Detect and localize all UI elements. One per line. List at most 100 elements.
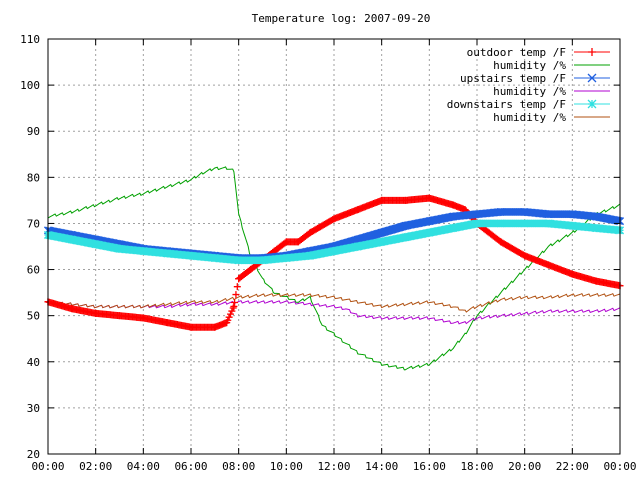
legend-item: outdoor temp /F: [467, 46, 610, 59]
data-point: [191, 304, 192, 305]
data-point: [596, 311, 597, 312]
x-tick-label: 00:00: [603, 460, 636, 473]
data-point: [238, 301, 239, 302]
data-point: [465, 334, 466, 335]
data-point: [210, 254, 219, 262]
data-point: [334, 306, 335, 307]
data-point: [306, 251, 315, 260]
data-point: [294, 238, 302, 246]
data-point: [143, 306, 144, 307]
data-point: [449, 201, 457, 209]
data-point: [449, 224, 458, 233]
legend-label: upstairs temp /F: [460, 72, 566, 85]
y-tick-label: 110: [20, 33, 40, 46]
data-point: [545, 261, 552, 269]
data-point: [298, 301, 299, 302]
data-point: [214, 301, 215, 302]
data-point: [286, 294, 287, 295]
data-point: [163, 249, 172, 258]
data-point: [345, 308, 346, 309]
series-layer: [44, 166, 624, 371]
data-point: [592, 212, 601, 221]
y-tick-label: 20: [27, 448, 40, 461]
data-point: [282, 254, 291, 262]
data-point: [425, 194, 433, 202]
y-tick-label: 50: [27, 310, 40, 323]
data-point: [322, 324, 323, 325]
data-point: [429, 317, 430, 318]
data-point: [405, 304, 406, 305]
data-point: [115, 244, 124, 253]
data-point: [572, 311, 573, 312]
data-point: [214, 304, 215, 305]
legend-label: downstairs temp /F: [447, 98, 566, 111]
data-point: [357, 315, 358, 316]
data-point: [596, 294, 597, 295]
y-tick-label: 40: [27, 356, 40, 369]
data-point: [143, 193, 144, 194]
x-tick-label: 20:00: [508, 460, 541, 473]
data-point: [233, 170, 234, 171]
y-tick-label: 100: [20, 79, 40, 92]
legend-item: downstairs temp /F: [447, 98, 610, 111]
y-tick-label: 30: [27, 402, 40, 415]
data-point: [167, 306, 168, 307]
data-point: [211, 323, 219, 331]
data-point: [119, 198, 120, 199]
data-point: [377, 228, 386, 237]
data-point: [167, 186, 168, 187]
data-point: [353, 235, 362, 244]
data-point: [258, 256, 267, 265]
data-point: [116, 312, 123, 320]
data-point: [357, 352, 358, 353]
data-point: [334, 297, 335, 298]
data-point: [405, 368, 406, 369]
data-point: [544, 219, 553, 228]
data-point: [572, 232, 573, 233]
data-point: [354, 206, 362, 214]
data-point: [381, 364, 382, 365]
data-point: [401, 233, 410, 242]
data-point: [187, 251, 195, 260]
data-point: [310, 297, 311, 298]
data-point: [548, 246, 549, 247]
data-point: [425, 217, 434, 226]
data-point: [465, 322, 466, 323]
data-point: [92, 309, 100, 317]
data-point: [223, 319, 231, 327]
data-point: [477, 315, 478, 316]
data-point: [68, 305, 76, 313]
data-point: [139, 314, 147, 322]
y-tick-label: 60: [27, 264, 40, 277]
data-point: [330, 247, 338, 256]
data-point: [453, 347, 454, 348]
data-point: [473, 219, 481, 228]
data-point: [238, 214, 239, 215]
data-point: [91, 240, 100, 249]
data-point: [306, 229, 314, 237]
data-point: [95, 205, 96, 206]
data-point: [568, 270, 576, 278]
legend-item: humidity /%: [493, 85, 610, 98]
data-point: [230, 302, 238, 310]
legend-label: humidity /%: [493, 59, 566, 72]
data-point: [262, 278, 263, 279]
legend-label: humidity /%: [493, 85, 566, 98]
data-point: [473, 210, 481, 219]
data-point: [71, 304, 72, 305]
data-point: [167, 304, 168, 305]
data-point: [496, 219, 505, 228]
data-point: [496, 207, 505, 216]
legend-label: humidity /%: [493, 111, 566, 124]
data-point: [544, 210, 553, 219]
x-tick-label: 10:00: [270, 460, 303, 473]
data-point: [568, 221, 577, 230]
data-point: [334, 334, 335, 335]
x-tick-label: 12:00: [317, 460, 350, 473]
data-point: [548, 311, 549, 312]
data-point: [378, 196, 386, 204]
data-point: [353, 242, 362, 251]
data-point: [381, 317, 382, 318]
